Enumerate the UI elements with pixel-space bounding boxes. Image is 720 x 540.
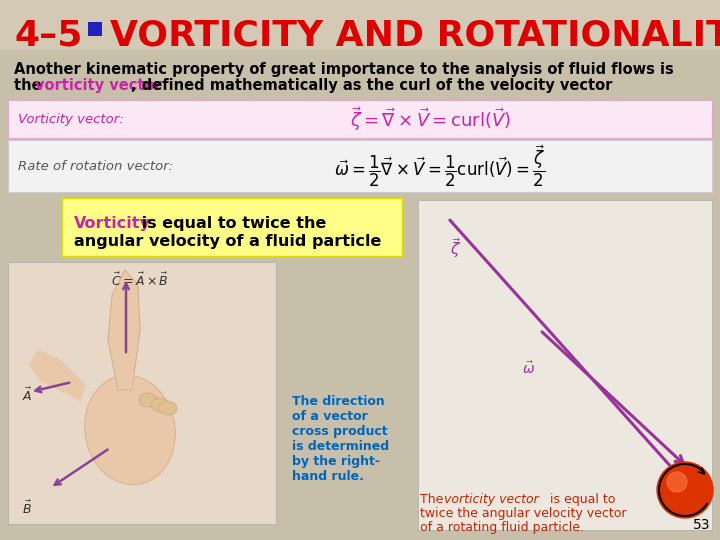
Text: , defined mathematically as the curl of the velocity vector: , defined mathematically as the curl of … bbox=[131, 78, 613, 93]
Text: is equal to twice the: is equal to twice the bbox=[136, 216, 326, 231]
Text: $\vec{\zeta} = \vec{\nabla} \times \vec{V} = \mathrm{curl}(\vec{V})$: $\vec{\zeta} = \vec{\nabla} \times \vec{… bbox=[349, 105, 510, 133]
Text: vorticity vector: vorticity vector bbox=[35, 78, 162, 93]
Text: $\vec{C} = \vec{A} \times \vec{B}$: $\vec{C} = \vec{A} \times \vec{B}$ bbox=[111, 272, 169, 289]
Text: is equal to: is equal to bbox=[546, 493, 616, 506]
Text: Another kinematic property of great importance to the analysis of fluid flows is: Another kinematic property of great impo… bbox=[14, 62, 674, 77]
Text: Vorticity: Vorticity bbox=[74, 216, 151, 231]
Text: $\vec{\omega} = \dfrac{1}{2}\vec{\nabla} \times \vec{V} = \dfrac{1}{2}\mathrm{cu: $\vec{\omega} = \dfrac{1}{2}\vec{\nabla}… bbox=[334, 143, 546, 189]
Text: $\vec{A}$: $\vec{A}$ bbox=[22, 386, 32, 403]
Text: the: the bbox=[14, 78, 47, 93]
Bar bbox=[0, 0, 720, 50]
Text: 53: 53 bbox=[693, 518, 710, 532]
Bar bbox=[418, 200, 712, 530]
Text: Vorticity vector:: Vorticity vector: bbox=[18, 112, 124, 125]
Polygon shape bbox=[108, 270, 140, 390]
Ellipse shape bbox=[151, 398, 169, 412]
Bar bbox=[8, 140, 712, 192]
Text: $\vec{\zeta}$: $\vec{\zeta}$ bbox=[450, 236, 461, 260]
Text: 4–5: 4–5 bbox=[14, 19, 82, 53]
Ellipse shape bbox=[139, 393, 157, 407]
Text: The direction
of a vector
cross product
is determined
by the right-
hand rule.: The direction of a vector cross product … bbox=[292, 395, 389, 483]
Bar bbox=[8, 100, 712, 138]
Bar bbox=[62, 198, 402, 256]
Text: angular velocity of a fluid particle: angular velocity of a fluid particle bbox=[74, 234, 382, 249]
Text: The: The bbox=[420, 493, 447, 506]
Ellipse shape bbox=[85, 375, 176, 485]
Text: $\vec{\omega}$: $\vec{\omega}$ bbox=[522, 360, 535, 376]
Ellipse shape bbox=[159, 401, 177, 415]
Text: Rate of rotation vector:: Rate of rotation vector: bbox=[18, 159, 174, 172]
Circle shape bbox=[667, 472, 687, 492]
Text: VORTICITY AND ROTATIONALITY: VORTICITY AND ROTATIONALITY bbox=[110, 19, 720, 53]
Text: twice the angular velocity vector: twice the angular velocity vector bbox=[420, 507, 626, 520]
Text: vorticity vector: vorticity vector bbox=[444, 493, 539, 506]
Text: of a rotating fluid particle.: of a rotating fluid particle. bbox=[420, 521, 584, 534]
Circle shape bbox=[657, 462, 713, 518]
Bar bbox=[88, 22, 102, 36]
Text: $\vec{B}$: $\vec{B}$ bbox=[22, 500, 32, 517]
Polygon shape bbox=[30, 350, 85, 400]
Bar bbox=[8, 262, 276, 524]
